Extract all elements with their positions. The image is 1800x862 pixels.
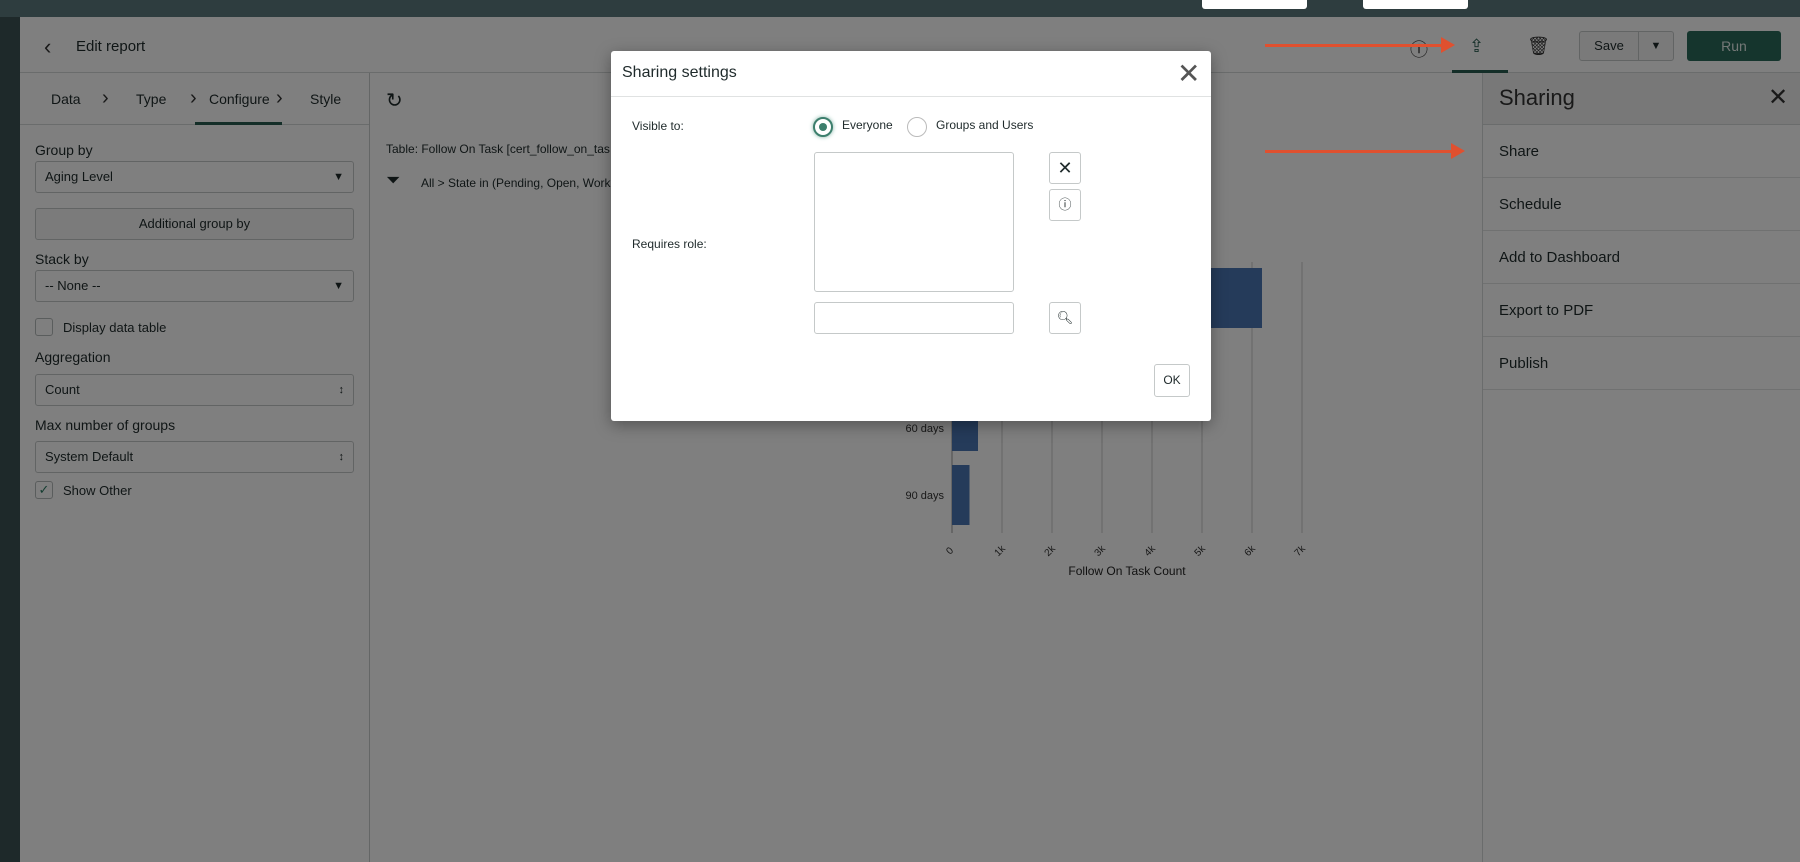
global-top-bar bbox=[0, 0, 1800, 17]
search-icon: 🔍︎ bbox=[1056, 310, 1074, 325]
dialog-title: Sharing settings bbox=[622, 64, 737, 81]
groups-users-radio[interactable] bbox=[907, 117, 927, 137]
top-input-box[interactable] bbox=[1363, 0, 1468, 9]
groups-users-label[interactable]: Groups and Users bbox=[936, 118, 1034, 132]
everyone-radio[interactable] bbox=[813, 117, 833, 137]
annotation-arrow bbox=[1265, 37, 1455, 53]
everyone-label[interactable]: Everyone bbox=[842, 118, 893, 132]
role-search-button[interactable]: 🔍︎ bbox=[1049, 302, 1081, 334]
role-search-input[interactable] bbox=[814, 302, 1014, 334]
visible-to-label: Visible to: bbox=[632, 119, 684, 133]
info-icon: ⓘ bbox=[1058, 197, 1072, 212]
dialog-header: Sharing settings ✕ bbox=[611, 51, 1211, 97]
remove-role-button[interactable]: ✕ bbox=[1049, 152, 1081, 184]
role-info-button[interactable]: ⓘ bbox=[1049, 189, 1081, 221]
role-list[interactable] bbox=[814, 152, 1014, 292]
close-icon[interactable]: ✕ bbox=[1177, 58, 1201, 89]
top-search-box[interactable] bbox=[1202, 0, 1307, 9]
requires-role-label: Requires role: bbox=[632, 237, 707, 251]
annotation-arrow bbox=[1265, 143, 1465, 159]
sharing-settings-dialog: Sharing settings ✕ Visible to: Everyone … bbox=[611, 51, 1211, 421]
close-icon: ✕ bbox=[1057, 158, 1073, 178]
ok-button[interactable]: OK bbox=[1154, 364, 1190, 397]
